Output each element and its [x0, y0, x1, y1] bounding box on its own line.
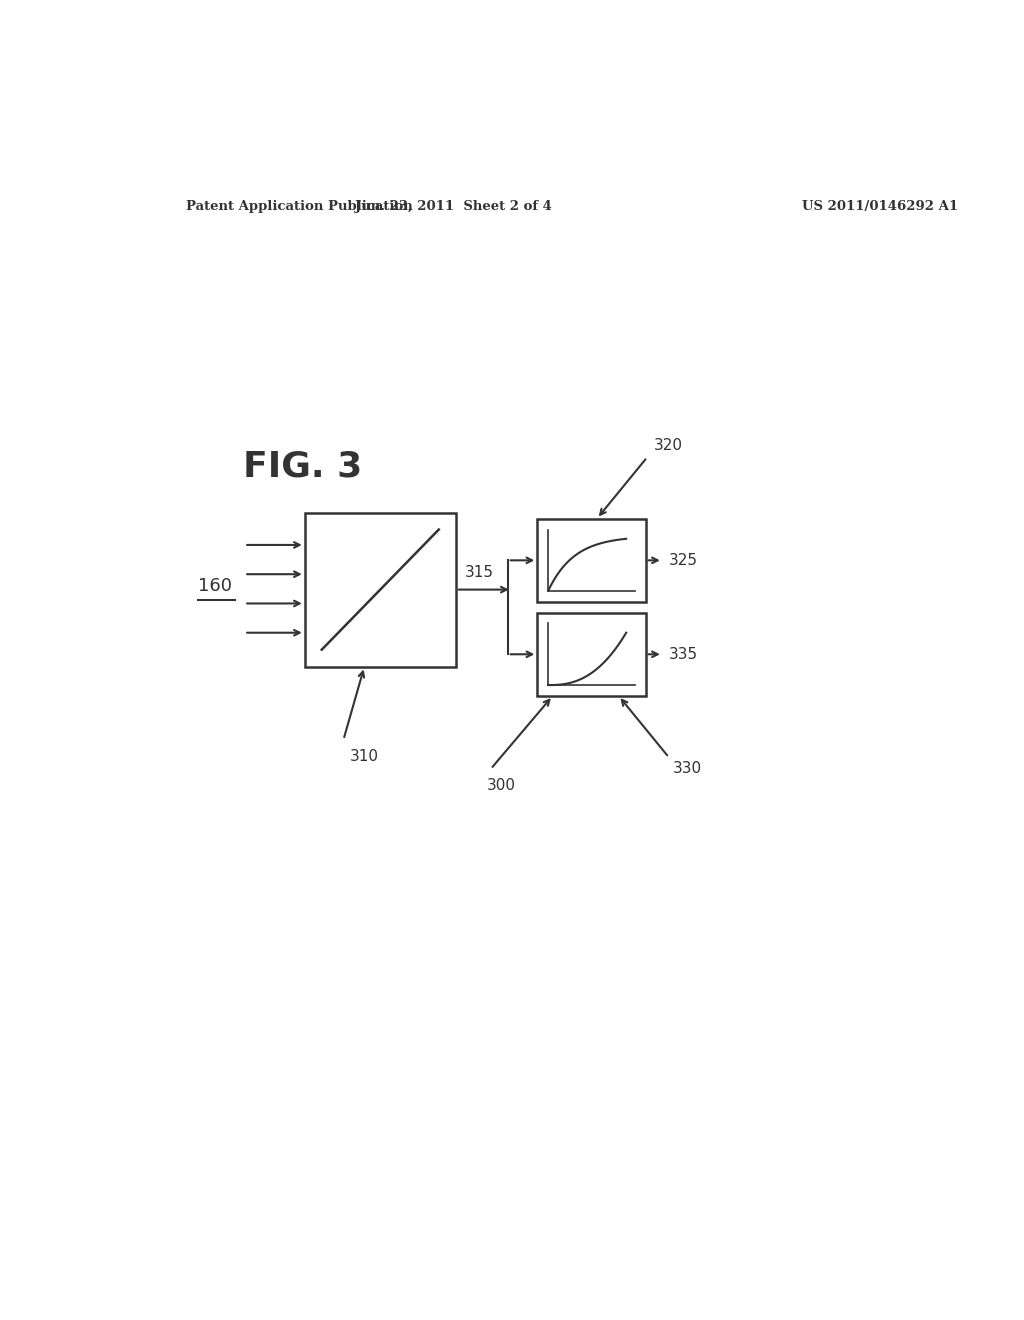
Text: 315: 315 — [465, 565, 495, 581]
Text: 330: 330 — [673, 762, 701, 776]
Text: US 2011/0146292 A1: US 2011/0146292 A1 — [802, 199, 958, 213]
Text: 160: 160 — [198, 577, 231, 595]
Bar — [305, 512, 456, 667]
Text: 335: 335 — [669, 647, 698, 661]
Text: 325: 325 — [669, 553, 698, 568]
Text: 310: 310 — [349, 748, 379, 764]
Text: 320: 320 — [653, 438, 682, 453]
Bar — [538, 612, 646, 696]
Text: 300: 300 — [486, 779, 516, 793]
Text: Jun. 23, 2011  Sheet 2 of 4: Jun. 23, 2011 Sheet 2 of 4 — [355, 199, 552, 213]
Text: Patent Application Publication: Patent Application Publication — [186, 199, 413, 213]
Bar — [538, 519, 646, 602]
Text: FIG. 3: FIG. 3 — [243, 449, 361, 483]
